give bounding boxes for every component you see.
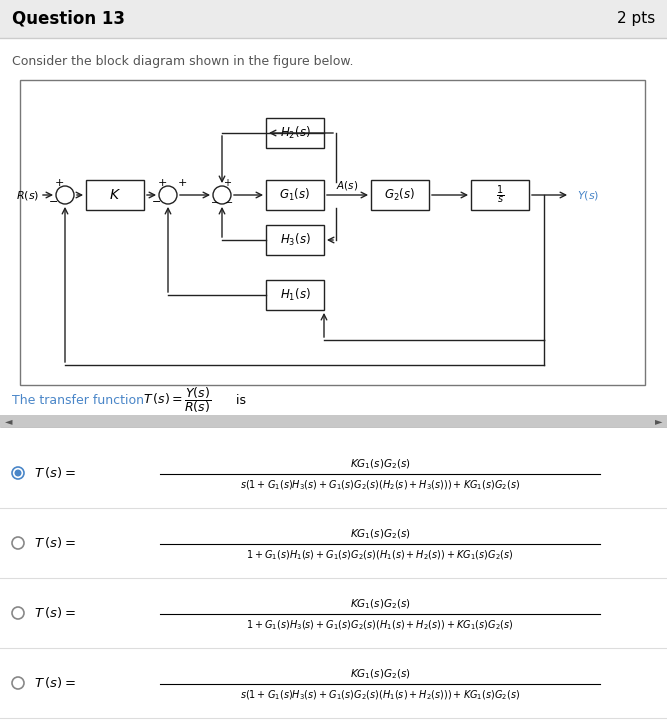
- Circle shape: [56, 186, 74, 204]
- Text: $T\,(s) = \dfrac{Y(s)}{R(s)}$: $T\,(s) = \dfrac{Y(s)}{R(s)}$: [143, 385, 211, 415]
- Text: $-$: $-$: [151, 195, 161, 205]
- Text: $G_1(s)$: $G_1(s)$: [279, 187, 311, 203]
- Text: $+$: $+$: [223, 178, 233, 189]
- Bar: [266, 180, 324, 210]
- Text: $1+G_1(s)H_1(s)+G_1(s)G_2(s)(H_1(s)+H_2(s))+KG_1(s)G_2(s)$: $1+G_1(s)H_1(s)+G_1(s)G_2(s)(H_1(s)+H_2(…: [246, 548, 514, 562]
- Bar: [371, 180, 429, 210]
- Text: $KG_1(s)G_2(s)$: $KG_1(s)G_2(s)$: [350, 527, 410, 541]
- Text: ◄: ◄: [5, 416, 13, 426]
- Circle shape: [12, 677, 24, 689]
- Text: 2 pts: 2 pts: [617, 12, 655, 27]
- Circle shape: [12, 607, 24, 619]
- Text: $Y(s)$: $Y(s)$: [577, 189, 599, 202]
- Text: $+$: $+$: [177, 178, 187, 189]
- Bar: [86, 180, 144, 210]
- Text: $R(s)$: $R(s)$: [17, 189, 39, 202]
- Circle shape: [159, 186, 177, 204]
- Circle shape: [12, 537, 24, 549]
- Text: $-$: $-$: [48, 195, 58, 205]
- Text: $1+G_1(s)H_3(s)+G_1(s)G_2(s)(H_1(s)+H_2(s))+KG_1(s)G_2(s)$: $1+G_1(s)H_3(s)+G_1(s)G_2(s)(H_1(s)+H_2(…: [246, 618, 514, 632]
- Text: $KG_1(s)G_2(s)$: $KG_1(s)G_2(s)$: [350, 597, 410, 611]
- Text: The transfer function: The transfer function: [12, 394, 144, 407]
- Text: $T\,(s) =$: $T\,(s) =$: [34, 536, 75, 551]
- Bar: [266, 225, 324, 255]
- Bar: [0, 0, 667, 38]
- Text: $-$: $-$: [210, 196, 219, 206]
- Bar: [471, 180, 529, 210]
- Text: ►: ►: [654, 416, 662, 426]
- Bar: [20, 80, 645, 385]
- Text: $G_2(s)$: $G_2(s)$: [384, 187, 416, 203]
- Text: $A(s)$: $A(s)$: [336, 179, 359, 192]
- Text: $s(1+G_1(s)H_3(s)+G_1(s)G_2(s)(H_2(s)+H_3(s)))+KG_1(s)G_2(s)$: $s(1+G_1(s)H_3(s)+G_1(s)G_2(s)(H_2(s)+H_…: [240, 478, 520, 492]
- Text: $K$: $K$: [109, 188, 121, 202]
- Text: is: is: [232, 394, 246, 407]
- Text: $H_2(s)$: $H_2(s)$: [279, 125, 310, 141]
- Circle shape: [12, 467, 24, 479]
- Text: $+$: $+$: [54, 178, 64, 189]
- Text: $\frac{1}{s}$: $\frac{1}{s}$: [496, 184, 504, 207]
- Text: $s(1+G_1(s)H_3(s)+G_1(s)G_2(s)(H_1(s)+H_2(s)))+KG_1(s)G_2(s)$: $s(1+G_1(s)H_3(s)+G_1(s)G_2(s)(H_1(s)+H_…: [240, 688, 520, 702]
- Circle shape: [213, 186, 231, 204]
- Text: $KG_1(s)G_2(s)$: $KG_1(s)G_2(s)$: [350, 667, 410, 681]
- Text: $H_3(s)$: $H_3(s)$: [279, 232, 310, 248]
- Bar: [266, 118, 324, 148]
- Circle shape: [15, 469, 21, 477]
- Text: Question 13: Question 13: [12, 10, 125, 28]
- Bar: [266, 280, 324, 310]
- Text: Consider the block diagram shown in the figure below.: Consider the block diagram shown in the …: [12, 55, 354, 68]
- Text: $H_1(s)$: $H_1(s)$: [279, 287, 310, 303]
- Text: $T\,(s) =$: $T\,(s) =$: [34, 606, 75, 621]
- Text: $T\,(s) =$: $T\,(s) =$: [34, 466, 75, 480]
- Text: $+$: $+$: [157, 178, 167, 189]
- Text: $-$: $-$: [224, 196, 233, 206]
- Text: $T\,(s) =$: $T\,(s) =$: [34, 675, 75, 690]
- Text: $KG_1(s)G_2(s)$: $KG_1(s)G_2(s)$: [350, 457, 410, 471]
- Bar: [0, 415, 667, 427]
